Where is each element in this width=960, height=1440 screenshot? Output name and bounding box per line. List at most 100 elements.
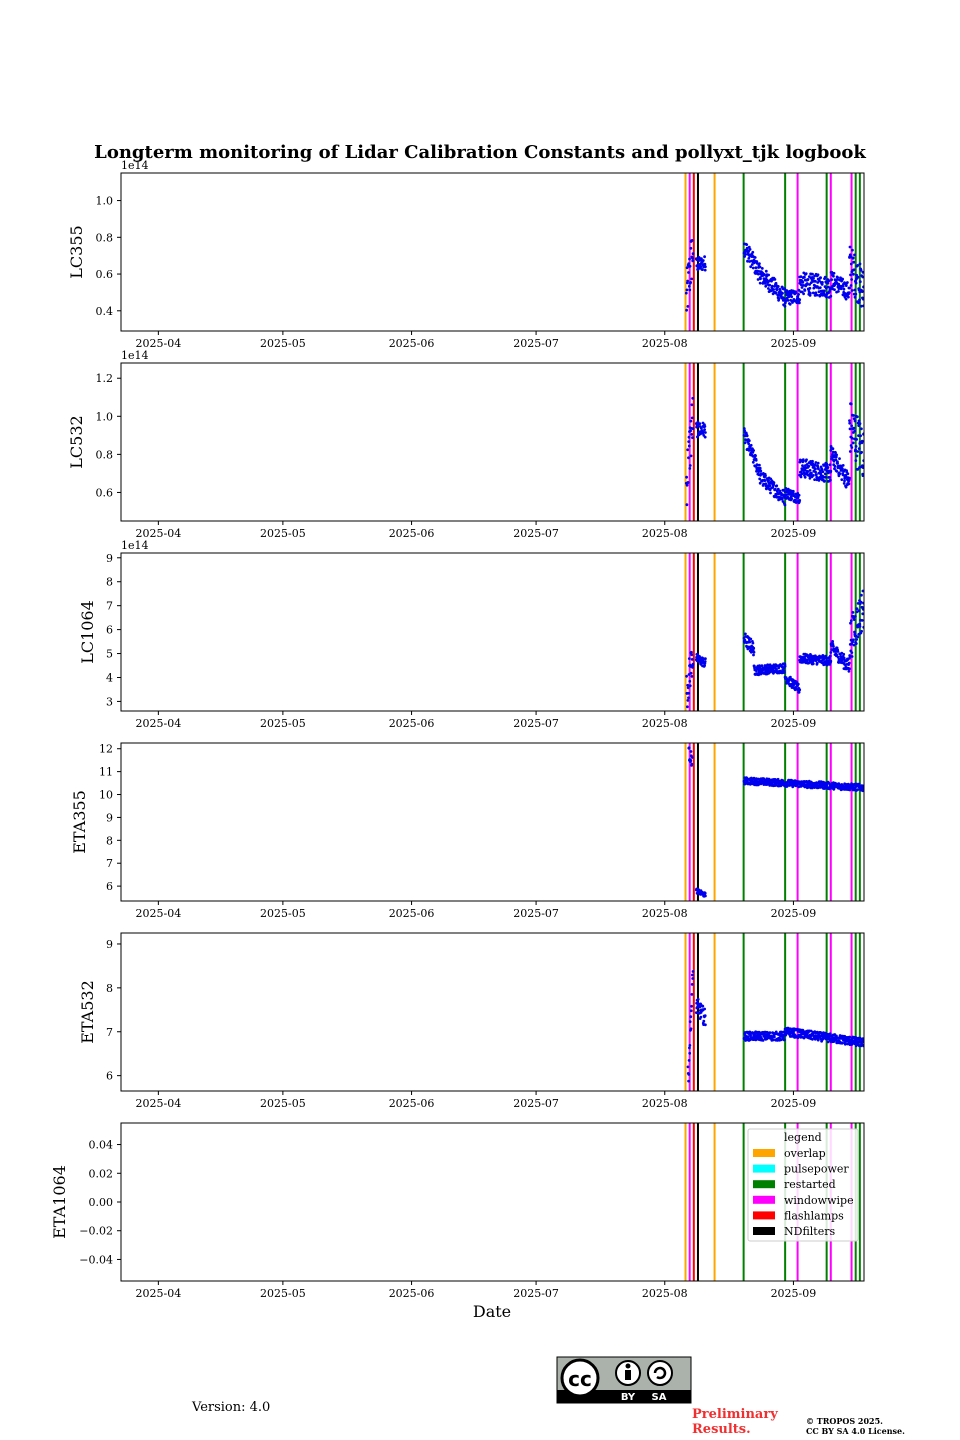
- data-point: [789, 495, 793, 498]
- data-point: [803, 475, 807, 479]
- data-point: [751, 266, 755, 270]
- data-point: [761, 1039, 765, 1042]
- data-point: [755, 262, 759, 265]
- panel-eta355: 6 7 8 9 10 11 12 2025-04 2025-05 2025-06 2025-07 20…: [70, 742, 865, 920]
- x-tick-label: 2025-09: [771, 717, 817, 730]
- data-point: [814, 279, 817, 283]
- y-tick-label: 0.8: [96, 448, 114, 461]
- data-point: [844, 297, 848, 301]
- data-point: [690, 658, 694, 661]
- data-point: [747, 245, 751, 249]
- data-point: [691, 256, 694, 260]
- data-point: [764, 474, 767, 478]
- data-point: [686, 279, 690, 283]
- legend-title: legend: [784, 1131, 822, 1144]
- data-point: [856, 625, 860, 629]
- data-point: [690, 762, 694, 766]
- data-point: [685, 475, 688, 479]
- data-point: [687, 657, 691, 660]
- data-point: [844, 284, 848, 287]
- data-point: [691, 427, 695, 430]
- y-tick-label: 1.0: [96, 195, 114, 208]
- data-point: [818, 286, 822, 289]
- data-point: [690, 675, 694, 678]
- data-point: [811, 272, 814, 276]
- data-point: [814, 467, 817, 471]
- data-point: [804, 272, 808, 275]
- data-point: [828, 478, 832, 482]
- data-point: [798, 298, 802, 302]
- x-tick-label: 2025-08: [642, 527, 688, 540]
- data-point: [704, 1023, 707, 1027]
- data-point: [703, 1014, 707, 1018]
- data-point: [857, 447, 861, 450]
- data-point: [860, 427, 863, 431]
- panel-eta532: 6 7 8 9 2025-04 2025-05 2025-06 2025-07 2025-08 2…: [78, 932, 865, 1110]
- data-point: [836, 650, 840, 653]
- x-tick-label: 2025-08: [642, 337, 688, 350]
- data-point: [835, 469, 839, 473]
- data-point: [691, 396, 695, 400]
- data-point: [852, 414, 856, 417]
- data-point: [686, 305, 690, 308]
- data-point: [828, 476, 832, 479]
- x-axis-label: Date: [473, 1302, 511, 1321]
- data-point: [841, 467, 844, 471]
- data-point: [826, 281, 830, 285]
- data-point: [853, 295, 857, 299]
- data-point: [825, 469, 829, 473]
- data-point: [850, 436, 854, 440]
- data-point: [687, 673, 691, 676]
- x-tick-label: 2025-05: [260, 527, 306, 540]
- data-point: [686, 1065, 690, 1069]
- data-point: [690, 239, 694, 242]
- data-point: [704, 894, 707, 898]
- data-point: [817, 467, 820, 471]
- y-tick-label: 10: [99, 789, 113, 802]
- data-point: [848, 656, 851, 660]
- data-point: [821, 281, 824, 284]
- data-point: [759, 469, 763, 473]
- data-point: [835, 281, 839, 284]
- data-point: [825, 295, 828, 299]
- data-point: [848, 419, 851, 422]
- data-point: [764, 482, 768, 486]
- data-point: [703, 664, 706, 667]
- y-tick-label: 7: [106, 857, 113, 870]
- data-point: [853, 429, 857, 433]
- data-point: [858, 280, 862, 284]
- data-point: [849, 262, 853, 266]
- data-point: [696, 258, 699, 262]
- data-point: [756, 278, 760, 281]
- data-point: [808, 294, 812, 297]
- data-point: [824, 656, 828, 660]
- data-point: [812, 286, 816, 290]
- data-point: [849, 273, 852, 277]
- y-tick-label: 7: [106, 1026, 113, 1039]
- data-point: [843, 782, 847, 786]
- data-point: [780, 497, 784, 501]
- data-point: [855, 454, 859, 458]
- data-point: [826, 466, 830, 469]
- data-point: [689, 671, 693, 675]
- data-point: [757, 673, 761, 677]
- data-point: [833, 288, 836, 291]
- data-point: [762, 482, 765, 486]
- data-point: [749, 265, 753, 269]
- x-tick-label: 2025-09: [771, 1287, 817, 1300]
- data-point: [703, 425, 707, 428]
- plot-area: [684, 743, 864, 901]
- data-point: [696, 1011, 699, 1015]
- data-point: [699, 265, 703, 269]
- data-point: [690, 653, 694, 657]
- data-point: [778, 489, 782, 493]
- data-point: [859, 434, 862, 438]
- y-tick-label: 12: [99, 743, 113, 756]
- data-point: [850, 278, 853, 281]
- data-point: [853, 615, 857, 618]
- data-point: [687, 746, 691, 750]
- data-point: [745, 434, 749, 438]
- data-point: [808, 469, 812, 472]
- data-point: [772, 288, 775, 291]
- data-point: [781, 500, 785, 503]
